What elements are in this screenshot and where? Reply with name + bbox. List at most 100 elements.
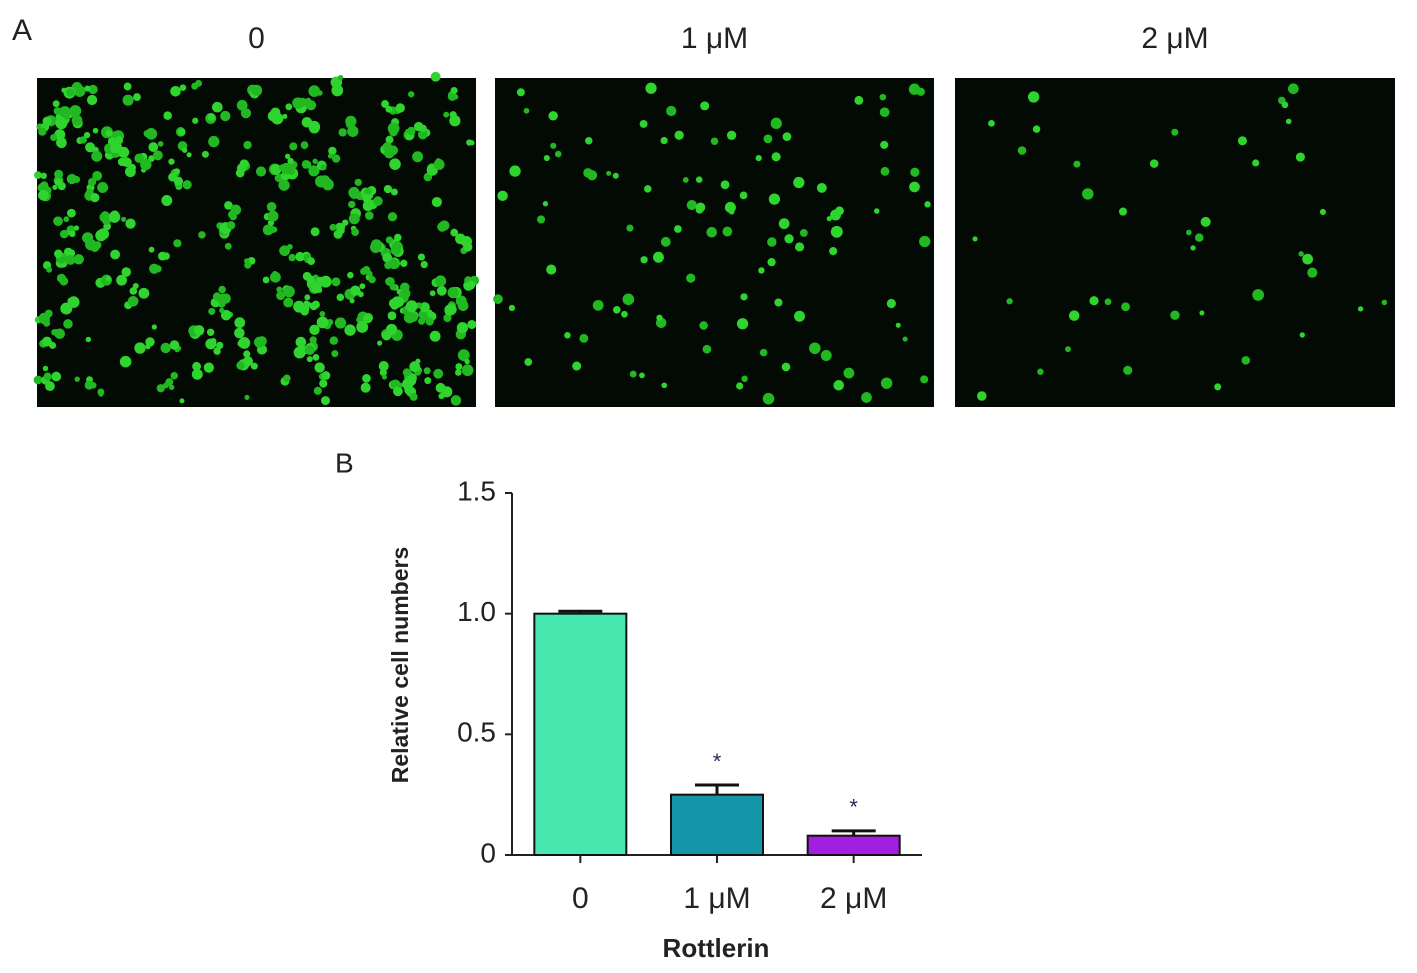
cell xyxy=(592,299,604,311)
cell xyxy=(579,333,589,343)
cell xyxy=(344,324,356,336)
cell xyxy=(91,150,103,162)
cell xyxy=(1285,118,1292,125)
cell xyxy=(661,382,668,389)
cell xyxy=(794,242,805,252)
cell xyxy=(457,349,470,362)
cell xyxy=(134,342,146,354)
cell xyxy=(426,309,433,316)
cell xyxy=(843,367,855,379)
cell xyxy=(72,175,81,184)
cell xyxy=(295,336,307,348)
cell xyxy=(385,105,393,113)
cell xyxy=(741,375,748,383)
cell xyxy=(886,298,896,309)
cell xyxy=(1252,289,1265,301)
cell xyxy=(182,147,188,153)
cell xyxy=(385,236,394,244)
cell xyxy=(781,362,791,372)
cell xyxy=(284,153,291,160)
bar xyxy=(806,834,901,857)
cell xyxy=(542,201,549,207)
cell xyxy=(45,381,55,392)
cell xyxy=(300,141,309,150)
cell xyxy=(276,291,286,301)
cell xyxy=(674,225,682,233)
cell xyxy=(208,135,220,148)
cell xyxy=(87,177,97,187)
cell xyxy=(122,94,134,106)
y-tick-label: 1.5 xyxy=(457,475,496,506)
cell xyxy=(320,396,330,406)
cell xyxy=(972,236,978,242)
x-tick-label: 1 μM xyxy=(683,882,750,915)
cell xyxy=(1252,159,1260,167)
cell xyxy=(334,317,347,329)
cell xyxy=(125,218,136,229)
cell xyxy=(67,249,76,257)
cell xyxy=(54,249,63,258)
cell xyxy=(395,103,405,113)
cell xyxy=(443,111,450,118)
cell xyxy=(407,91,415,98)
cell xyxy=(66,88,75,97)
cell xyxy=(457,300,469,312)
cell xyxy=(1121,302,1130,312)
cell xyxy=(157,141,164,147)
cell xyxy=(702,344,712,354)
cell xyxy=(585,137,593,145)
cell xyxy=(117,157,127,167)
cell xyxy=(629,370,637,378)
cell xyxy=(63,114,70,120)
cell xyxy=(118,146,130,158)
cell xyxy=(282,113,288,119)
cell xyxy=(1307,267,1318,278)
cell xyxy=(456,322,469,334)
cell xyxy=(107,137,116,146)
cell xyxy=(447,286,459,299)
cell xyxy=(710,137,719,145)
cell xyxy=(179,398,185,404)
cell xyxy=(304,294,311,301)
cell xyxy=(285,103,293,111)
cell xyxy=(516,88,525,97)
cell xyxy=(179,84,187,91)
cell xyxy=(218,285,226,294)
cell xyxy=(736,382,744,390)
cell xyxy=(833,380,844,391)
cell xyxy=(433,159,445,170)
cell xyxy=(640,256,648,264)
cell xyxy=(83,131,91,139)
cell xyxy=(366,270,373,277)
cell xyxy=(1214,383,1222,391)
cell xyxy=(362,313,373,324)
cell xyxy=(278,179,290,191)
cell xyxy=(38,189,49,201)
cell xyxy=(115,136,123,144)
cell xyxy=(301,160,311,169)
cell xyxy=(151,324,157,330)
cell xyxy=(1104,298,1112,306)
cell xyxy=(239,159,249,169)
cell xyxy=(86,94,98,106)
cell xyxy=(201,150,209,158)
cell xyxy=(88,84,98,95)
cell xyxy=(652,251,664,263)
cell xyxy=(622,293,635,306)
cell xyxy=(768,193,781,205)
cell xyxy=(110,249,121,260)
cell xyxy=(660,136,668,145)
cell xyxy=(387,311,397,321)
cell xyxy=(430,71,441,82)
cell xyxy=(347,125,359,137)
cell xyxy=(289,142,298,151)
cell xyxy=(497,190,508,202)
y-axis-title: Relative cell numbers xyxy=(387,547,413,784)
cell xyxy=(198,231,206,239)
cell xyxy=(152,150,163,161)
cell xyxy=(337,75,344,81)
cell xyxy=(1299,332,1305,338)
cell xyxy=(1302,253,1313,265)
cell xyxy=(362,194,372,203)
cell xyxy=(182,180,192,190)
